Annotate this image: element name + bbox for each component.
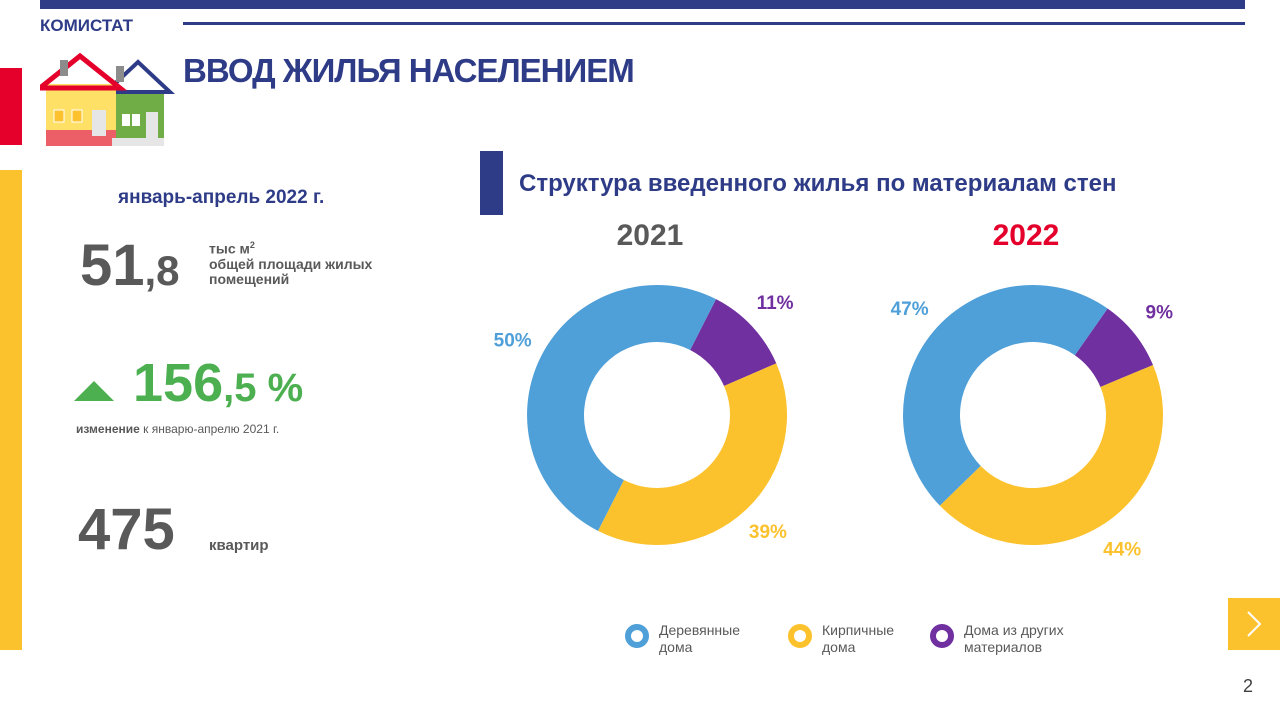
legend-label: Дома из других материалов bbox=[964, 622, 1064, 655]
legend: Деревянные дома Кирпичные дома Дома из дру… bbox=[625, 622, 1145, 662]
chart-title: 2022 bbox=[993, 219, 1060, 252]
change-text: к январю-апрелю 2021 г. bbox=[143, 422, 280, 436]
brand: КОМИСТАТ bbox=[40, 16, 133, 35]
area-desc: общей площади жилых помещений bbox=[209, 255, 373, 287]
chart-title: 2021 bbox=[617, 219, 684, 252]
data-label: 44% bbox=[1103, 539, 1141, 560]
donut-segment bbox=[597, 363, 788, 545]
data-label: 11% bbox=[757, 293, 794, 314]
next-button[interactable] bbox=[1228, 598, 1280, 650]
flats-value: 475 bbox=[78, 497, 175, 562]
change-label: изменение к январю-апрелю 2021 г. bbox=[76, 422, 279, 436]
yellow-bar bbox=[0, 170, 22, 650]
change-int: 156 bbox=[133, 353, 224, 413]
donut-segment bbox=[939, 365, 1163, 545]
donut-segment bbox=[690, 299, 777, 387]
unit-sup: 2 bbox=[249, 240, 255, 250]
unit: тыс м bbox=[209, 240, 250, 257]
data-label: 9% bbox=[1146, 303, 1174, 324]
donut-segment bbox=[1074, 308, 1154, 387]
legend-item: Кирпичные дома bbox=[788, 622, 922, 656]
data-label: 39% bbox=[749, 522, 787, 543]
flats-unit: квартир bbox=[209, 537, 269, 554]
change-frac: ,5 % bbox=[223, 366, 304, 410]
area-unit: тыс м2 общей площади жилых помещений bbox=[209, 238, 379, 287]
red-bar bbox=[0, 68, 22, 145]
legend-label: Деревянные дома bbox=[659, 622, 741, 655]
area-int: 51 bbox=[80, 233, 145, 298]
slide-title: ВВОД ЖИЛЬЯ НАСЕЛЕНИЕМ bbox=[183, 52, 635, 89]
legend-item: Деревянные дома bbox=[625, 622, 759, 656]
up-arrow bbox=[74, 381, 114, 401]
section-title: Структура введенного жилья по материалам… bbox=[519, 170, 1117, 197]
change-bold: изменение bbox=[76, 422, 140, 436]
section-bar bbox=[480, 151, 503, 215]
top-line bbox=[183, 22, 1245, 25]
data-label: 50% bbox=[494, 330, 532, 351]
period: январь-апрель 2022 г. bbox=[118, 187, 325, 208]
legend-marker bbox=[930, 624, 954, 648]
legend-item: Дома из других материалов bbox=[930, 622, 1084, 656]
top-bar bbox=[40, 0, 1245, 9]
donut-segment bbox=[527, 285, 717, 531]
area-frac: ,8 bbox=[144, 247, 180, 294]
donut-segment bbox=[902, 284, 1108, 506]
page-number: 2 bbox=[1243, 676, 1254, 696]
data-label: 47% bbox=[891, 299, 929, 320]
house-icon bbox=[40, 52, 175, 146]
legend-marker bbox=[788, 624, 812, 648]
legend-label: Кирпичные дома bbox=[822, 622, 895, 655]
area-value: 51,8 bbox=[80, 232, 180, 299]
legend-marker bbox=[625, 624, 649, 648]
change-value: 156,5 % bbox=[133, 352, 303, 414]
